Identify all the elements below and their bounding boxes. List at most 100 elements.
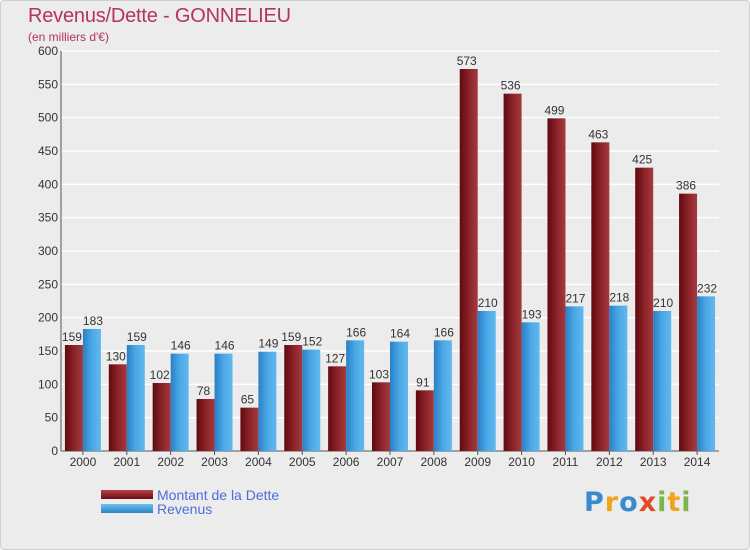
logo-letter: i: [681, 487, 692, 518]
data-label-revenus: 164: [390, 327, 410, 341]
logo-letter: r: [604, 487, 620, 518]
data-label-revenus: 210: [478, 296, 498, 310]
y-tick-label: 500: [38, 111, 58, 125]
data-label-dette: 159: [281, 330, 301, 344]
data-label-revenus: 152: [302, 335, 322, 349]
data-label-revenus: 149: [258, 337, 278, 351]
bar-revenus: [609, 305, 628, 451]
legend-swatch-dette: [101, 490, 153, 499]
data-label-dette: 386: [676, 179, 696, 193]
data-label-dette: 65: [241, 393, 255, 407]
bar-dette: [635, 167, 654, 451]
x-tick-label: 2012: [596, 455, 623, 469]
bar-dette: [415, 390, 434, 451]
y-tick-label: 150: [38, 344, 58, 358]
data-label-revenus: 146: [215, 339, 235, 353]
x-tick-label: 2014: [684, 455, 711, 469]
data-label-revenus: 183: [83, 314, 103, 328]
x-tick-label: 2009: [464, 455, 491, 469]
data-label-dette: 91: [416, 375, 430, 389]
bar-revenus: [302, 349, 321, 451]
x-tick-label: 2005: [289, 455, 316, 469]
bar-dette: [196, 399, 215, 451]
x-tick-label: 2008: [421, 455, 448, 469]
data-label-dette: 127: [325, 351, 345, 365]
logo-letter: P: [584, 487, 605, 518]
y-tick-label: 450: [38, 144, 58, 158]
logo-letter: x: [638, 487, 658, 518]
legend-label-dette: Montant de la Dette: [157, 487, 280, 503]
x-tick-label: 2002: [157, 455, 184, 469]
bar-revenus: [346, 340, 365, 451]
chart-subtitle: (en milliers d'€): [28, 30, 109, 44]
y-tick-label: 0: [51, 444, 58, 458]
bar-revenus: [477, 311, 496, 451]
y-tick-label: 350: [38, 211, 58, 225]
logo-letter: i: [657, 487, 668, 518]
data-label-revenus: 166: [346, 325, 366, 339]
data-label-revenus: 193: [522, 307, 542, 321]
data-label-revenus: 146: [171, 339, 191, 353]
bar-dette: [591, 142, 610, 452]
data-label-dette: 536: [501, 79, 521, 93]
data-label-dette: 159: [62, 330, 82, 344]
logo-letter: o: [619, 487, 639, 518]
y-tick-label: 600: [38, 44, 58, 58]
y-tick-label: 200: [38, 311, 58, 325]
bar-revenus: [390, 341, 408, 451]
bar-revenus: [82, 329, 101, 451]
chart-title: Revenus/Dette - GONNELIEU: [28, 5, 291, 27]
x-tick-label: 2004: [245, 455, 272, 469]
data-label-revenus: 217: [565, 291, 585, 305]
bar-revenus: [433, 340, 452, 451]
legend-label-revenus: Revenus: [157, 501, 213, 517]
data-label-dette: 499: [544, 103, 564, 117]
bar-revenus: [565, 306, 584, 451]
bar-dette: [240, 407, 259, 451]
data-label-dette: 103: [369, 367, 389, 381]
bar-revenus: [258, 351, 277, 451]
proxiti-logo: Proxiti: [584, 487, 692, 518]
y-tick-label: 400: [38, 177, 58, 191]
data-label-dette: 573: [457, 54, 477, 68]
data-labels: 1591301027865159127103915735364994634253…: [62, 54, 717, 407]
y-tick-label: 50: [45, 411, 59, 425]
data-label-dette: 78: [197, 384, 211, 398]
bar-revenus: [697, 296, 716, 451]
data-label-revenus: 210: [653, 296, 673, 310]
x-tick-label: 2011: [553, 455, 579, 469]
bar-dette: [372, 382, 390, 451]
x-tick-label: 2001: [113, 455, 140, 469]
data-label-revenus: 166: [434, 325, 454, 339]
x-tick-label: 2013: [640, 455, 667, 469]
data-label-revenus: 159: [127, 330, 147, 344]
bar-dette: [459, 69, 478, 451]
y-tick-label: 550: [38, 77, 58, 91]
data-label-revenus: 232: [697, 281, 717, 295]
bars: [64, 69, 716, 452]
bar-revenus: [521, 322, 540, 451]
bar-revenus: [214, 353, 233, 451]
bar-dette: [503, 93, 522, 452]
x-tick-label: 2000: [70, 455, 97, 469]
x-tick-label: 2006: [333, 455, 360, 469]
bar-revenus: [126, 345, 145, 451]
data-label-revenus: 218: [609, 291, 629, 305]
data-label-dette: 102: [150, 368, 170, 382]
bar-dette: [547, 118, 566, 451]
y-tick-label: 250: [38, 277, 58, 291]
bar-dette: [328, 366, 347, 451]
bar-dette: [108, 364, 127, 451]
y-tick-label: 300: [38, 244, 58, 258]
x-tick-label: 2010: [508, 455, 535, 469]
x-tick-label: 2007: [377, 455, 404, 469]
data-label-dette: 425: [632, 153, 652, 167]
axes: 0 50 100 150 200 250 300 350 400 450 500 550 600 2000…: [38, 44, 719, 469]
bar-dette: [152, 383, 171, 451]
bar-revenus: [653, 311, 672, 451]
bar-dette: [284, 345, 303, 451]
legend-swatch-revenus: [101, 504, 153, 513]
y-tick-label: 100: [38, 377, 58, 391]
